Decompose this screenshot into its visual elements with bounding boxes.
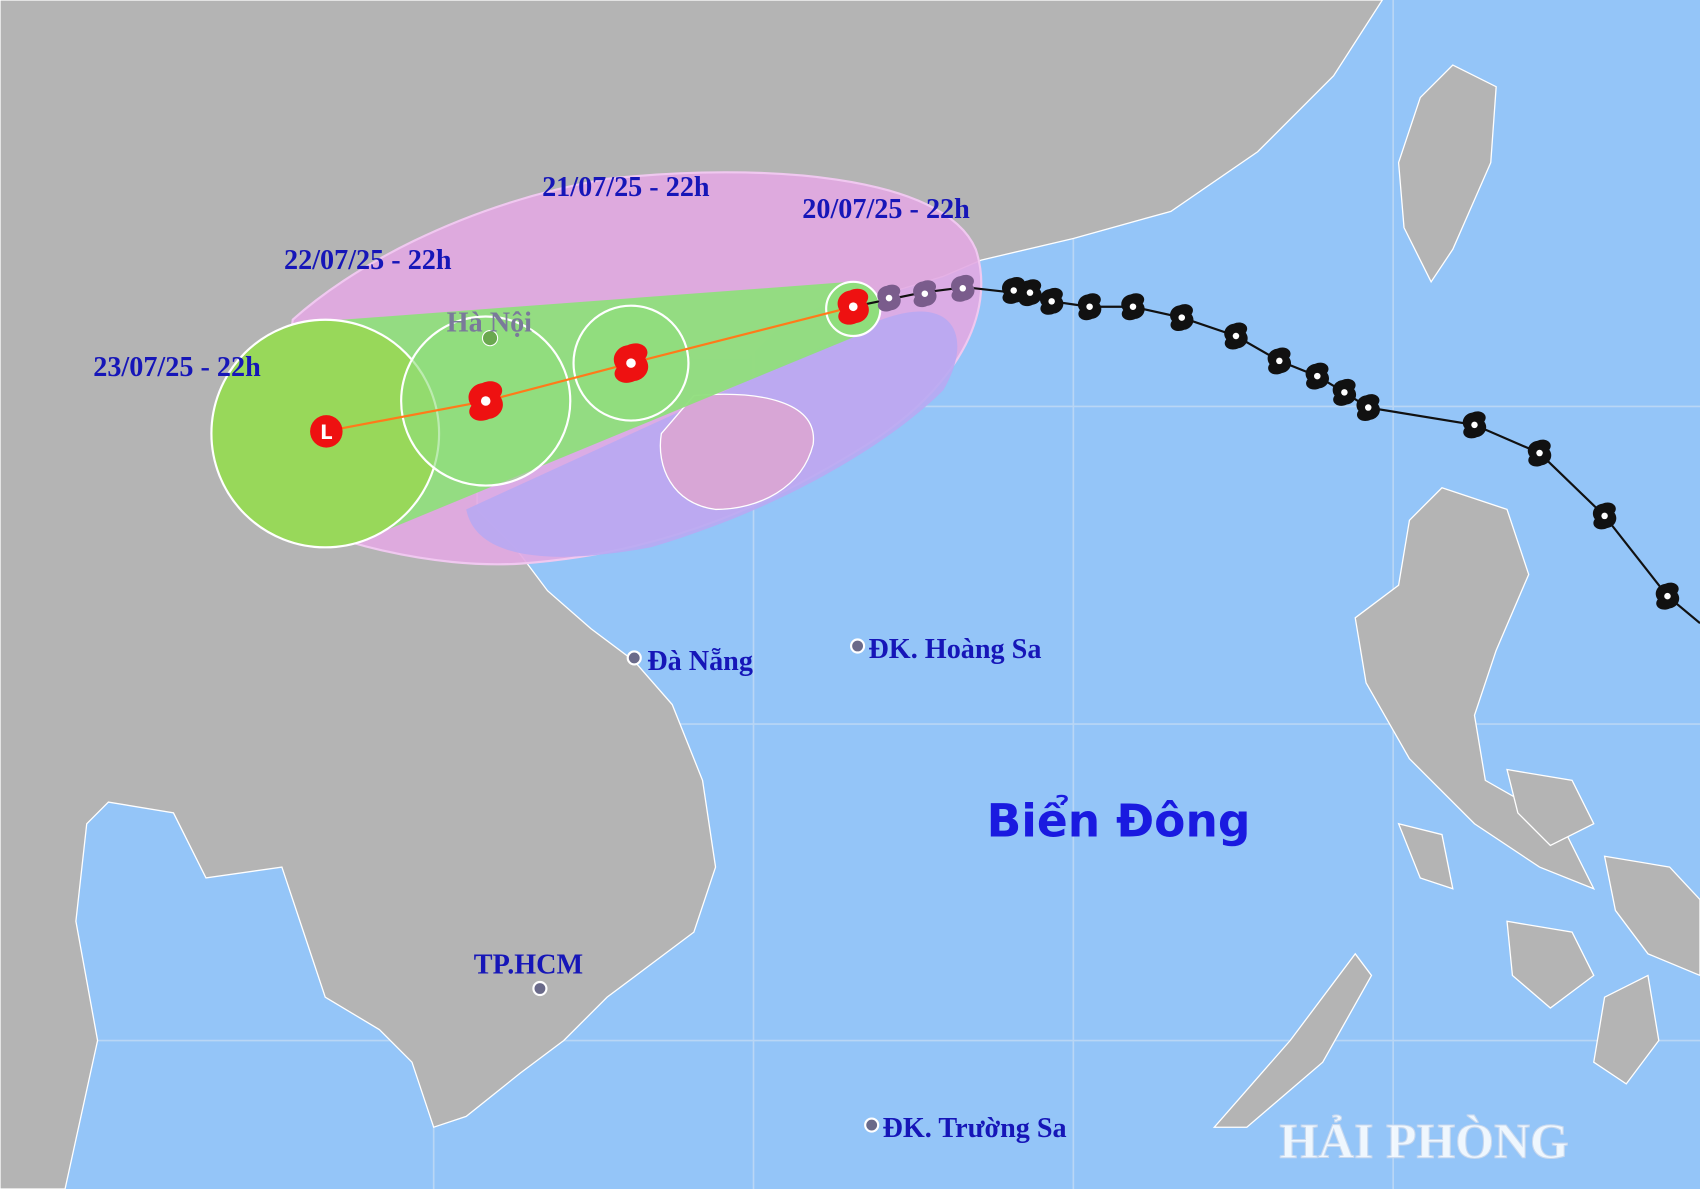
forecast-cone <box>210 280 882 549</box>
sea-label: Biển Đông <box>987 794 1251 848</box>
watermark: HẢI PHÒNG <box>1279 1114 1569 1169</box>
place-label: Hà Nội <box>447 308 532 339</box>
forecast-time-label: 23/07/25 - 22h <box>93 352 261 383</box>
svg-text:L: L <box>320 421 332 444</box>
forecast-time-label: 22/07/25 - 22h <box>284 245 452 276</box>
place-label: ĐK. Hoàng Sa <box>868 634 1041 665</box>
place-label: Đà Nẵng <box>647 646 753 677</box>
forecast-time-label: 21/07/25 - 22h <box>542 172 710 203</box>
forecast-time-label: 20/07/25 - 22h <box>802 194 970 225</box>
place-label: TP.HCM <box>474 949 583 980</box>
hainan-island <box>659 393 814 511</box>
place-label: ĐK. Trường Sa <box>883 1113 1067 1144</box>
place-markers <box>481 330 880 1133</box>
forecast-track <box>325 305 854 433</box>
forecast-positions: L <box>310 288 869 448</box>
